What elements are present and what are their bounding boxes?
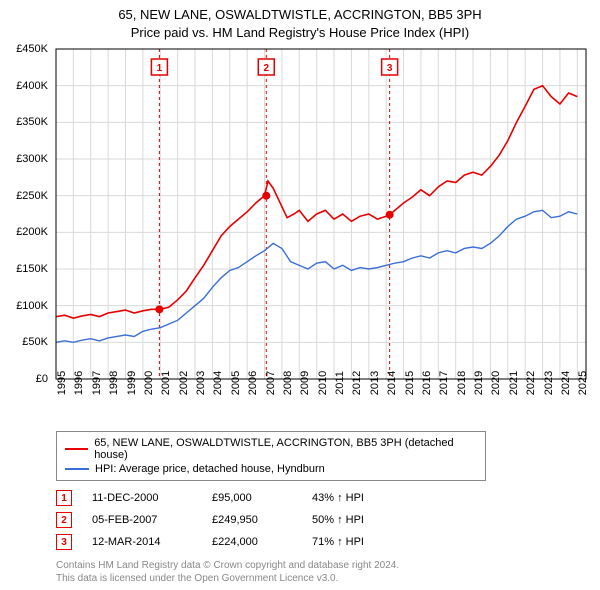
event-pct: 43% ↑ HPI (312, 492, 364, 504)
event-pct: 50% ↑ HPI (312, 514, 364, 526)
y-tick-label: £100K (8, 300, 48, 312)
y-tick-label: £200K (8, 226, 48, 238)
event-date: 05-FEB-2007 (92, 514, 192, 526)
legend: 65, NEW LANE, OSWALDTWISTLE, ACCRINGTON,… (56, 431, 486, 481)
chart-svg: 1 2 3 (8, 45, 592, 381)
y-tick-label: £0 (8, 373, 48, 385)
svg-text:3: 3 (387, 63, 393, 74)
legend-label: HPI: Average price, detached house, Hynd… (95, 463, 325, 475)
event-pct: 71% ↑ HPI (312, 536, 364, 548)
footnote-line1: Contains HM Land Registry data © Crown c… (56, 559, 592, 572)
event-date: 12-MAR-2014 (92, 536, 192, 548)
y-tick-label: £350K (8, 116, 48, 128)
legend-row-price-paid: 65, NEW LANE, OSWALDTWISTLE, ACCRINGTON,… (65, 436, 477, 462)
event-price: £249,950 (212, 514, 292, 526)
event-badge-3: 3 (56, 534, 72, 550)
legend-swatch (65, 448, 88, 450)
legend-row-hpi: HPI: Average price, detached house, Hynd… (65, 462, 477, 476)
chart-area: 1 2 3 £0 £50K £100K £150K £200K £250K £300K £350K £… (8, 45, 592, 425)
event-badge-1: 1 (56, 490, 72, 506)
svg-text:2: 2 (263, 63, 269, 74)
svg-text:1: 1 (157, 63, 163, 74)
title-line2: Price paid vs. HM Land Registry's House … (8, 24, 592, 42)
event-row: 2 05-FEB-2007 £249,950 50% ↑ HPI (56, 509, 556, 531)
chart-title: 65, NEW LANE, OSWALDTWISTLE, ACCRINGTON,… (8, 6, 592, 41)
legend-label: 65, NEW LANE, OSWALDTWISTLE, ACCRINGTON,… (94, 437, 477, 461)
y-tick-label: £250K (8, 190, 48, 202)
y-tick-label: £300K (8, 153, 48, 165)
event-badge-2: 2 (56, 512, 72, 528)
y-tick-label: £150K (8, 263, 48, 275)
y-tick-label: £50K (8, 336, 48, 348)
x-tick-label: 2025 (577, 371, 600, 395)
title-line1: 65, NEW LANE, OSWALDTWISTLE, ACCRINGTON,… (8, 6, 592, 24)
event-date: 11-DEC-2000 (92, 492, 192, 504)
event-row: 3 12-MAR-2014 £224,000 71% ↑ HPI (56, 531, 556, 553)
footnote-line2: This data is licensed under the Open Gov… (56, 572, 592, 585)
y-tick-label: £450K (8, 43, 48, 55)
footnote: Contains HM Land Registry data © Crown c… (56, 559, 592, 585)
event-row: 1 11-DEC-2000 £95,000 43% ↑ HPI (56, 487, 556, 509)
y-tick-label: £400K (8, 80, 48, 92)
legend-swatch (65, 468, 89, 470)
event-price: £224,000 (212, 536, 292, 548)
event-price: £95,000 (212, 492, 292, 504)
events-table: 1 11-DEC-2000 £95,000 43% ↑ HPI 2 05-FEB… (56, 487, 556, 553)
